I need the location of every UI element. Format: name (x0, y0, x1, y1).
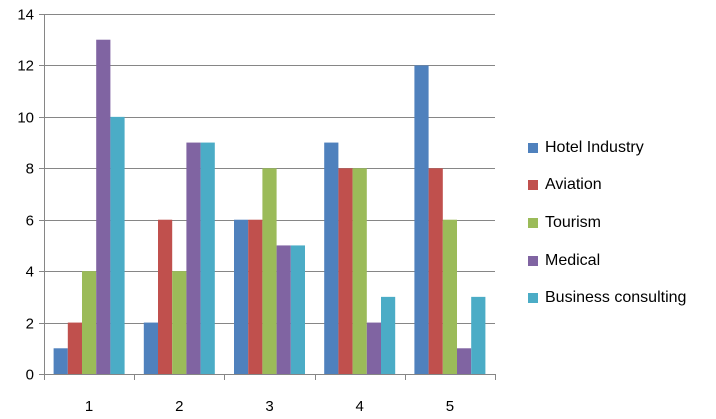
legend-item: Business consulting (528, 279, 686, 317)
bar (82, 271, 97, 374)
bars (53, 39, 486, 375)
y-tick-label: 2 (26, 316, 34, 333)
bar (428, 168, 443, 374)
y-tick-label: 0 (26, 367, 34, 384)
bar (338, 168, 353, 374)
bar (234, 219, 249, 374)
y-tick-label: 6 (26, 213, 34, 230)
legend-swatch (528, 180, 538, 191)
bar (352, 168, 367, 374)
bar (172, 271, 187, 374)
bar (290, 245, 305, 374)
legend-label: Aviation (545, 176, 602, 194)
x-axis-labels: 1 2 3 4 5 (85, 398, 454, 415)
bar (471, 296, 486, 374)
legend-label: Medical (545, 251, 601, 269)
x-tick-label: 2 (175, 398, 183, 415)
y-tick-label: 14 (17, 7, 34, 24)
axes (44, 14, 496, 380)
bar (457, 348, 472, 374)
bar (200, 142, 215, 374)
legend: Hotel Industry Aviation Tourism Medical Busi… (528, 129, 686, 317)
legend-label: Tourism (545, 213, 602, 231)
bar (366, 322, 381, 374)
legend-item: Aviation (528, 167, 686, 205)
bar (324, 142, 339, 374)
bar (381, 296, 396, 374)
bar (110, 116, 125, 375)
bar (262, 168, 277, 374)
bar (143, 322, 158, 374)
bar (248, 219, 263, 374)
bar (96, 39, 111, 375)
legend-label: Business consulting (545, 289, 687, 307)
legend-item: Medical (528, 242, 686, 280)
legend-item: Tourism (528, 204, 686, 242)
x-tick-label: 3 (265, 398, 273, 415)
bar (414, 65, 429, 375)
bar (53, 348, 68, 374)
bar (158, 219, 173, 374)
y-axis-labels: 0 2 4 6 8 10 12 14 (17, 7, 34, 384)
bar (442, 219, 457, 374)
y-tick-label: 8 (26, 161, 34, 178)
bar (276, 245, 291, 374)
y-tick-label: 10 (17, 110, 34, 127)
y-tick-label: 12 (17, 58, 34, 75)
legend-label: Hotel Industry (545, 138, 644, 156)
x-tick-label: 5 (446, 398, 454, 415)
legend-swatch (528, 255, 538, 266)
x-tick-label: 4 (356, 398, 364, 415)
x-tick-label: 1 (85, 398, 93, 415)
y-tick-label: 4 (26, 264, 34, 281)
legend-swatch (528, 142, 538, 153)
legend-swatch (528, 217, 538, 228)
legend-item: Hotel Industry (528, 129, 686, 167)
bar (67, 322, 82, 374)
bar (186, 142, 201, 374)
legend-swatch (528, 293, 538, 304)
